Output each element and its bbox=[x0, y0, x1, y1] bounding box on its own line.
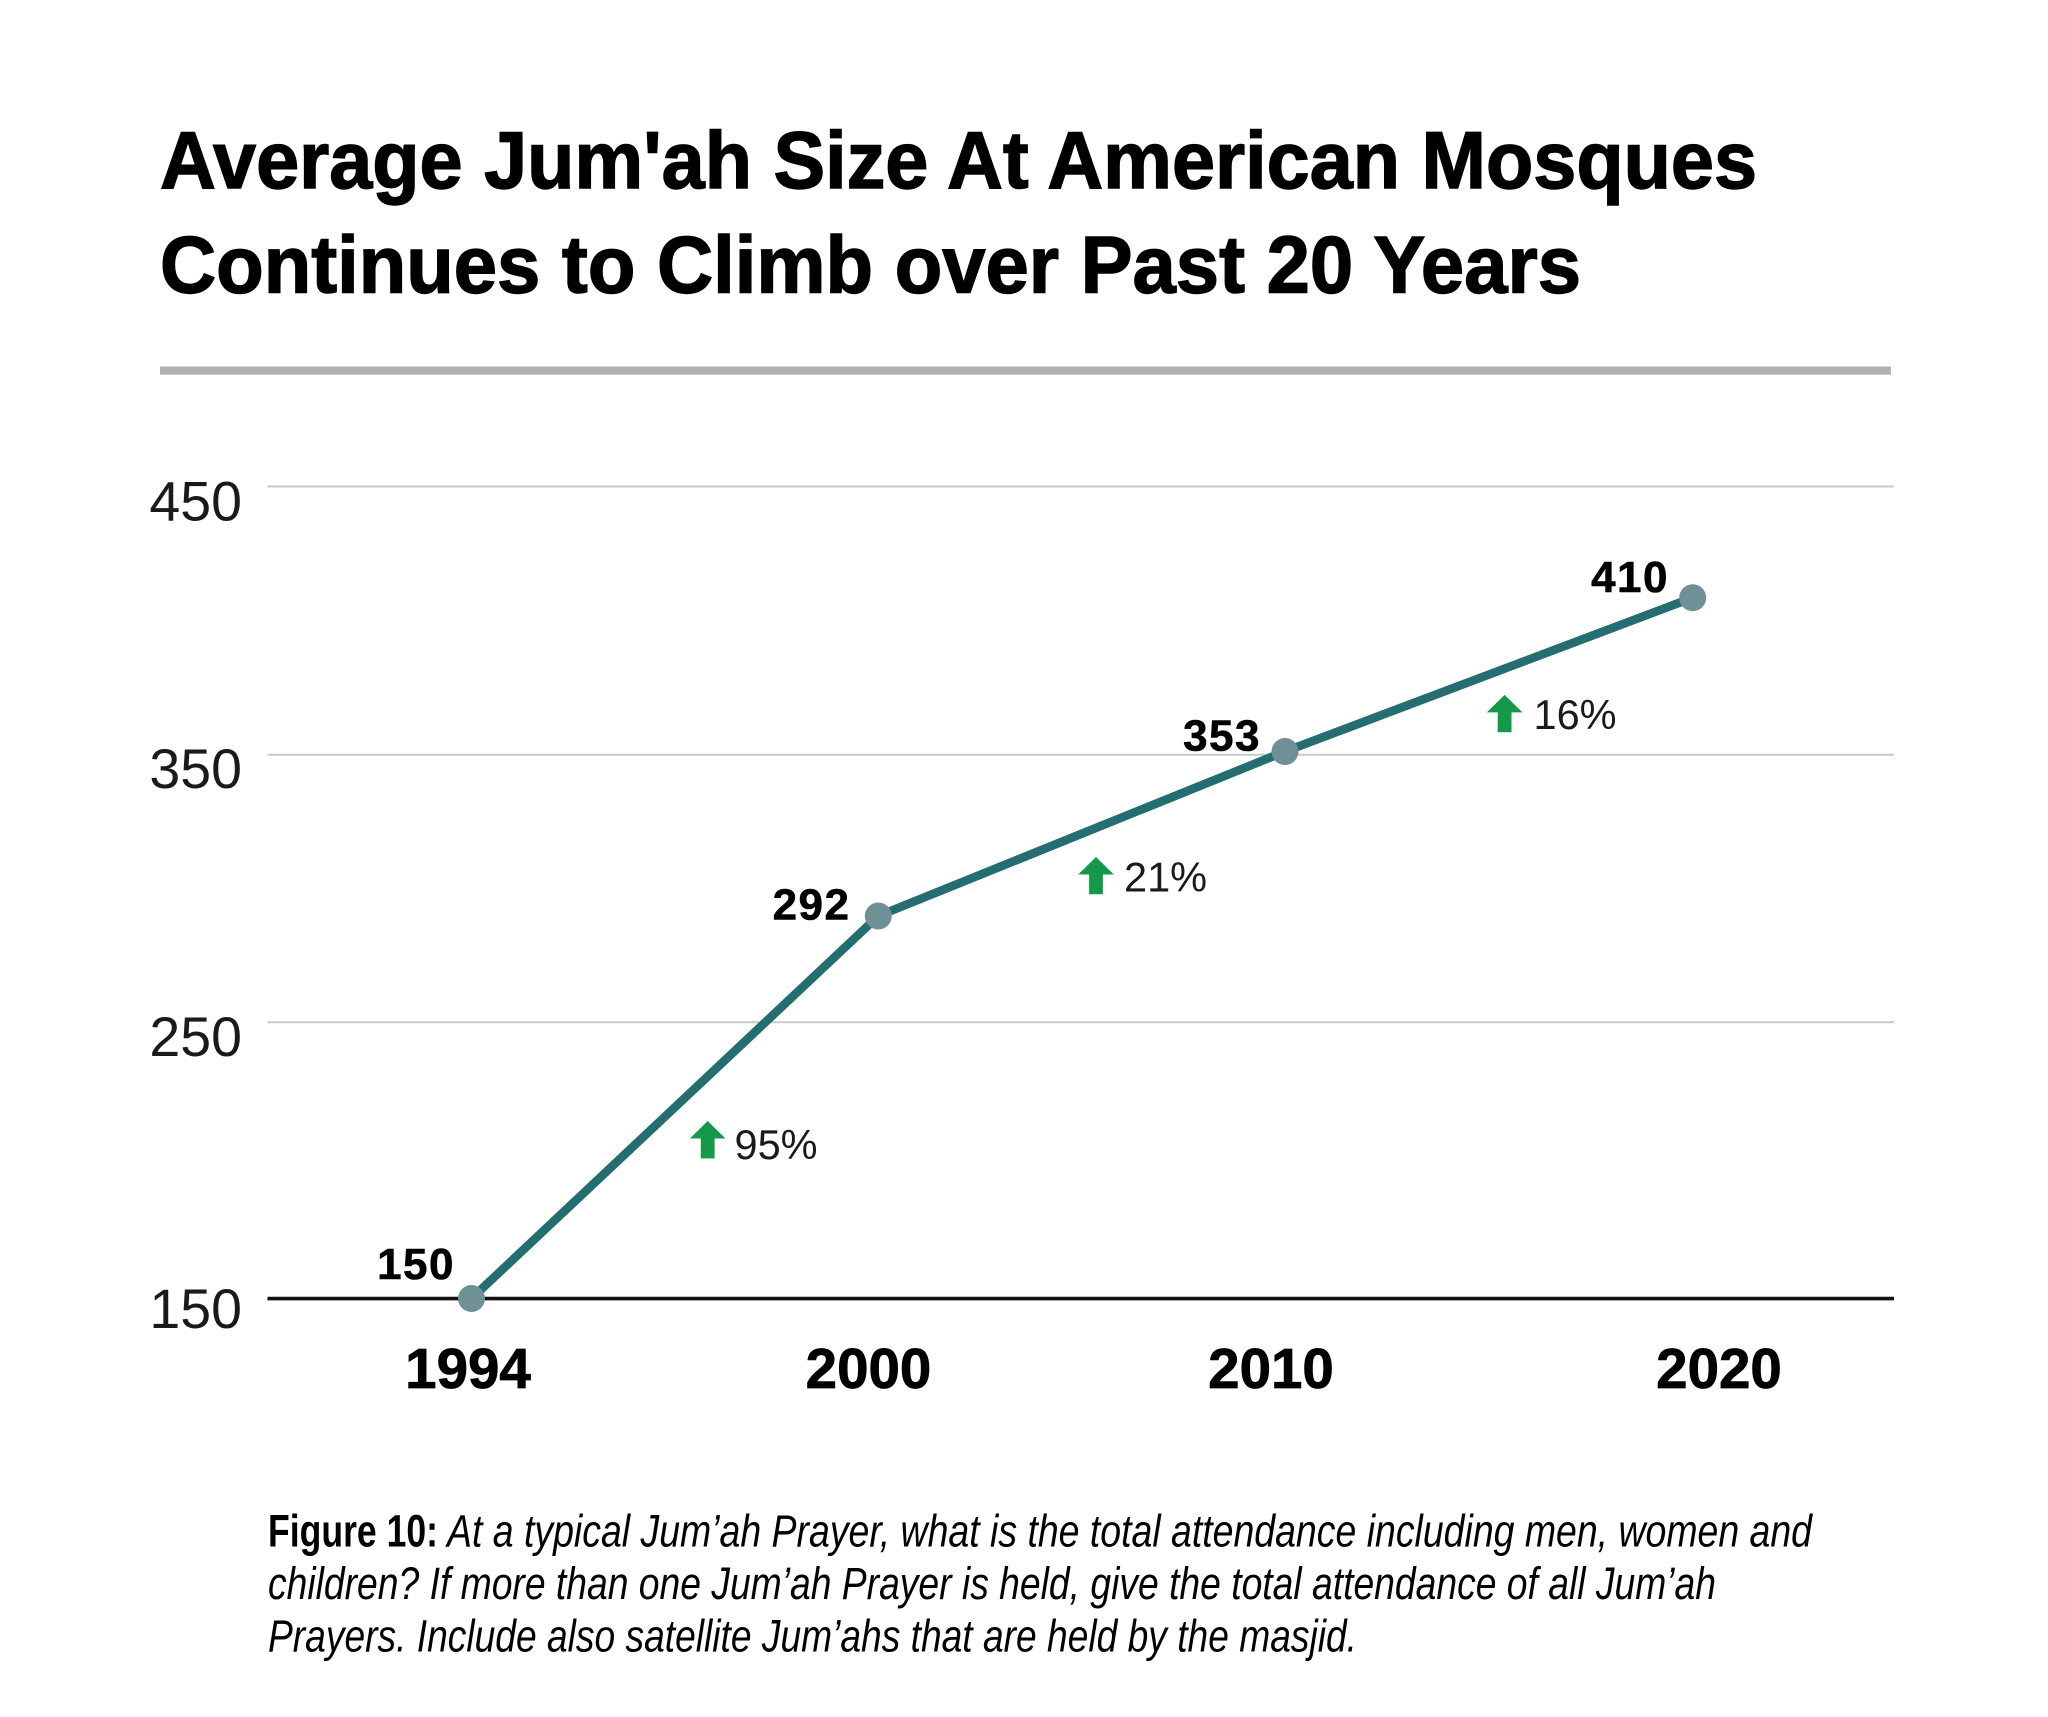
svg-text:95%: 95% bbox=[735, 1121, 818, 1168]
svg-text:16%: 16% bbox=[1534, 691, 1617, 738]
svg-text:150: 150 bbox=[377, 1240, 455, 1289]
svg-text:450: 450 bbox=[149, 471, 242, 533]
svg-text:Continues to Climb over Past 2: Continues to Climb over Past 20 Years bbox=[160, 221, 1581, 311]
svg-text:2010: 2010 bbox=[1208, 1337, 1334, 1400]
svg-text:1994: 1994 bbox=[405, 1337, 531, 1400]
svg-text:150: 150 bbox=[149, 1278, 242, 1340]
svg-text:Average Jum'ah Size At America: Average Jum'ah Size At American Mosques bbox=[160, 116, 1757, 206]
svg-text:250: 250 bbox=[149, 1006, 242, 1068]
svg-text:2020: 2020 bbox=[1656, 1337, 1782, 1400]
svg-text:410: 410 bbox=[1591, 553, 1669, 602]
svg-text:Figure 10:: Figure 10: bbox=[268, 1506, 438, 1557]
svg-text:353: 353 bbox=[1183, 712, 1261, 761]
svg-text:Prayers. Include also satellit: Prayers. Include also satellite Jum’ahs … bbox=[268, 1610, 1357, 1661]
svg-text:At a typical Jum’ah Prayer, wh: At a typical Jum’ah Prayer, what is the … bbox=[445, 1506, 1814, 1557]
svg-text:2000: 2000 bbox=[806, 1337, 932, 1400]
svg-text:21%: 21% bbox=[1124, 854, 1207, 901]
svg-text:292: 292 bbox=[773, 881, 851, 930]
svg-text:350: 350 bbox=[149, 738, 242, 800]
svg-text:children? If more than one Jum: children? If more than one Jum’ah Prayer… bbox=[268, 1558, 1716, 1609]
